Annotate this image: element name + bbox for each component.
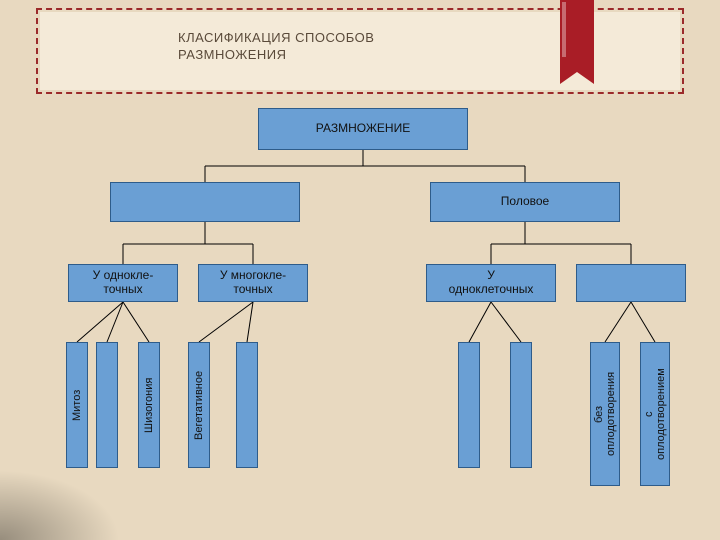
bookmark-ribbon (560, 0, 594, 72)
leaf-with-fert: соплодотворением (640, 342, 670, 486)
leaf-5 (236, 342, 258, 468)
bookmark-shine (562, 2, 566, 57)
leaf-7 (510, 342, 532, 468)
title-line-2: РАЗМНОЖЕНИЯ (178, 47, 287, 62)
node-sexual: Половое (430, 182, 620, 222)
leaf-schizogony: Шизогония (138, 342, 160, 468)
node-sexual-unicell: Уодноклеточных (426, 264, 556, 302)
node-asexual-unicell: У однокле-точных (68, 264, 178, 302)
corner-shadow (0, 470, 120, 540)
node-asexual-multicell: У многокле-точных (198, 264, 308, 302)
node-sexual-multicell (576, 264, 686, 302)
leaf-6 (458, 342, 480, 468)
node-asexual (110, 182, 300, 222)
leaf-without-fert: безоплодотворения (590, 342, 620, 486)
title-line-1: КЛАСИФИКАЦИЯ СПОСОБОВ (178, 30, 374, 45)
leaf-vegetative: Вегетативное (188, 342, 210, 468)
page-title: КЛАСИФИКАЦИЯ СПОСОБОВ РАЗМНОЖЕНИЯ (178, 30, 374, 64)
node-root: РАЗМНОЖЕНИЕ (258, 108, 468, 150)
leaf-mitosis: Митоз (66, 342, 88, 468)
leaf-2 (96, 342, 118, 468)
